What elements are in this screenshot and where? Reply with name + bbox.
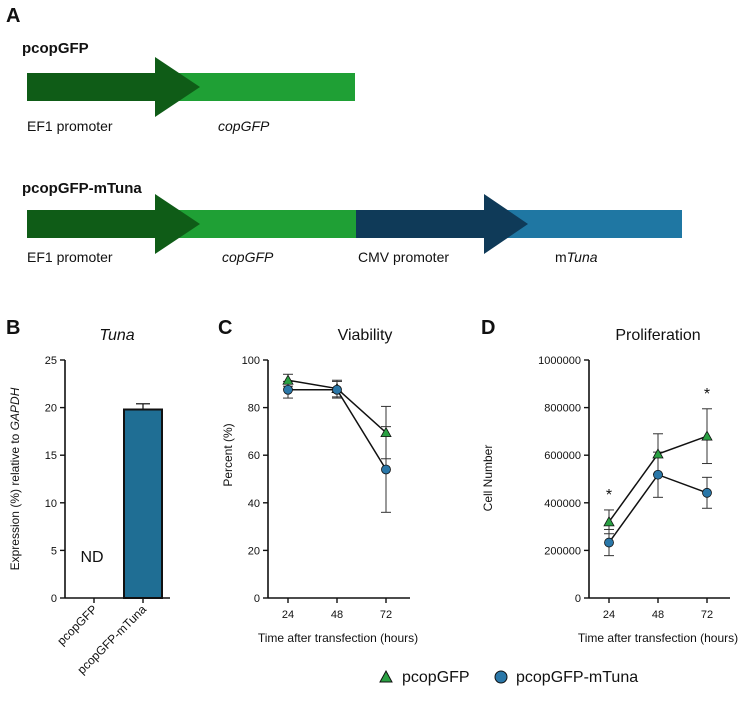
chart-d-point-pcopgfp (652, 448, 664, 459)
chart-d-significance-star: * (606, 487, 612, 504)
chart-c-point-pcopgfp-mtuna (332, 384, 342, 395)
copgfp-bar-1 (175, 73, 355, 101)
chart-b-ytick-label: 15 (45, 450, 57, 462)
chart-d: Cell Number Time after transfection (hou… (481, 355, 738, 645)
chart-b-ytick-label: 0 (51, 593, 57, 605)
legend-label-pcopgfp-mtuna: pcopGFP-mTuna (516, 669, 638, 686)
chart-d-significance-star: * (704, 386, 710, 403)
chart-c-xtick-label: 72 (380, 609, 392, 621)
mtuna-bar (500, 210, 682, 238)
panel-label-b: B (6, 317, 20, 339)
legend-marker-pcopgfp (379, 669, 393, 683)
chart-d-title: Proliferation (615, 327, 700, 344)
copgfp-bar-2 (175, 210, 356, 238)
panel-a: A pcopGFP EF1 promoter copGFP pcopGFP-mT… (6, 5, 682, 265)
chart-d-point-pcopgfp-mtuna (653, 469, 663, 480)
chart-c-ytick-label: 80 (248, 403, 260, 415)
chart-c-ytick-label: 20 (248, 545, 260, 557)
construct-name-pcopgfp-mtuna: pcopGFP-mTuna (22, 180, 142, 197)
chart-c-ylabel: Percent (%) (221, 423, 235, 486)
chart-d-ytick-label: 200000 (544, 545, 581, 557)
mtuna-label-prefix: m (555, 249, 567, 265)
chart-b: Expression (%) relative to GAPDH 0 5 10 15 2… (8, 355, 170, 677)
chart-c-point-pcopgfp (282, 374, 294, 385)
ef1-promoter-label-1: EF1 promoter (27, 118, 113, 134)
chart-d-point-pcopgfp (603, 516, 615, 527)
chart-b-ylabel: Expression (%) relative to GAPDH (8, 387, 22, 570)
chart-b-ytick-label: 10 (45, 498, 57, 510)
chart-d-ytick-label: 0 (575, 593, 581, 605)
chart-b-title: Tuna (99, 327, 134, 344)
chart-b-ytick-label: 5 (51, 545, 57, 557)
ef1-promoter-label-2: EF1 promoter (27, 249, 113, 265)
chart-c-ytick-label: 40 (248, 498, 260, 510)
ef1-promoter-arrow-2 (27, 194, 200, 254)
chart-d-xtick-label: 72 (701, 609, 713, 621)
ef1-promoter-arrow-1 (27, 57, 200, 117)
chart-b-xtick-label: pcopGFP (54, 602, 100, 648)
chart-c-ytick-label: 0 (254, 593, 260, 605)
chart-d-ytick-label: 600000 (544, 450, 581, 462)
mtuna-label: mTuna (555, 249, 598, 265)
chart-d-ytick-label: 1000000 (538, 355, 581, 367)
chart-d-point-pcopgfp-mtuna (702, 487, 712, 498)
chart-c-title: Viability (338, 327, 393, 344)
copgfp-label-2: copGFP (222, 249, 274, 265)
chart-c-ytick-label: 60 (248, 450, 260, 462)
chart-c-xtick-label: 24 (282, 609, 294, 621)
legend-label-pcopgfp: pcopGFP (402, 669, 470, 686)
chart-c: Percent (%) Time after transfection (hou… (221, 355, 418, 645)
chart-d-point-pcopgfp (701, 430, 713, 441)
chart-c-line-pcopgfp-mtuna (288, 389, 387, 470)
chart-d-point-pcopgfp-mtuna (604, 537, 614, 548)
chart-d-ytick-label: 800000 (544, 403, 581, 415)
chart-c-xlabel: Time after transfection (hours) (258, 631, 418, 645)
construct-name-pcopgfp: pcopGFP (22, 40, 89, 57)
chart-c-point-pcopgfp-mtuna (283, 384, 293, 395)
panel-label-c: C (218, 317, 232, 339)
chart-b-ytick-label: 20 (45, 403, 57, 415)
panel-label-d: D (481, 317, 495, 339)
cmv-promoter-arrow (356, 194, 528, 254)
chart-b-annotation: ND (80, 549, 103, 566)
cmv-promoter-label: CMV promoter (358, 249, 449, 265)
chart-c-point-pcopgfp-mtuna (381, 464, 391, 475)
legend: pcopGFP pcopGFP-mTuna (379, 669, 638, 686)
chart-d-xlabel: Time after transfection (hours) (578, 631, 738, 645)
chart-c-xtick-label: 48 (331, 609, 343, 621)
copgfp-label-1: copGFP (218, 118, 270, 134)
chart-b-ylabel-italic: GAPDH (8, 387, 22, 430)
chart-c-ytick-label: 100 (242, 355, 260, 367)
chart-d-ytick-label: 400000 (544, 498, 581, 510)
chart-b-bar (123, 408, 163, 599)
chart-d-ylabel: Cell Number (481, 445, 495, 512)
mtuna-label-italic: Tuna (567, 249, 598, 265)
chart-d-xtick-label: 24 (603, 609, 615, 621)
chart-b-ytick-label: 25 (45, 355, 57, 367)
chart-c-point-pcopgfp (380, 426, 392, 437)
chart-d-xtick-label: 48 (652, 609, 664, 621)
legend-marker-pcopgfp-mtuna (494, 670, 508, 684)
panel-label-a: A (6, 5, 20, 27)
chart-b-ylabel-prefix: Expression (%) relative to (8, 430, 22, 570)
